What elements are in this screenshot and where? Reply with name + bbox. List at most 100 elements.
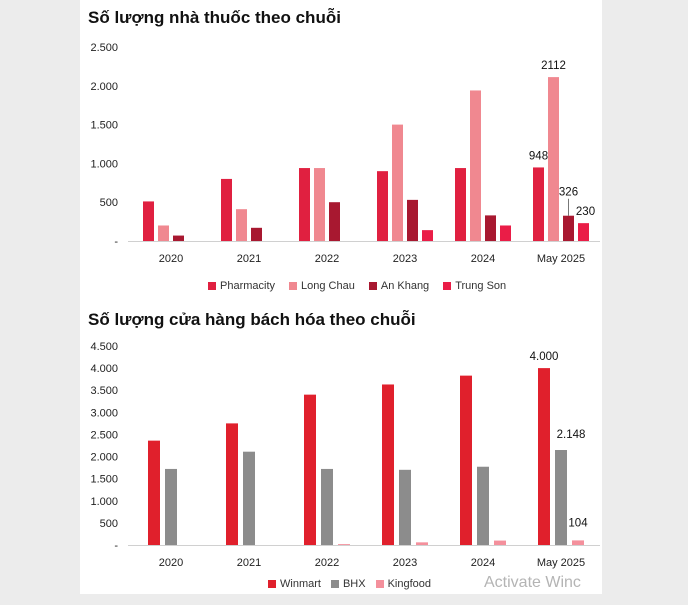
- grocery-bar-winmart-2023: [382, 384, 394, 545]
- pharmacy-data-label-pharmacity: 948: [529, 150, 548, 162]
- pharmacy-legend-label: An Khang: [380, 280, 430, 292]
- grocery-bar-winmart-2020: [148, 440, 160, 545]
- grocery-data-label-kingfood: 104: [568, 517, 588, 529]
- pharmacy-bar-an-khang-2022: [329, 202, 340, 241]
- grocery-bar-winmart-2022: [304, 394, 316, 545]
- pharmacy-bar-long-chau-2021: [236, 209, 247, 241]
- pharmacy-x-category-label: 2022: [315, 253, 339, 265]
- pharmacy-chart: 2.500 2.000 1.500 1.000 500 - 2020 2021 2022 2023…: [90, 42, 600, 265]
- grocery-chart: 4.500 4.000 3.500 3.000 2.500 2.000 1.500 1.000…: [90, 341, 600, 569]
- pharmacy-y-tick-label: 1.500: [90, 120, 118, 132]
- chart-title-grocery: Số lượng cửa hàng bách hóa theo chuỗi: [88, 310, 416, 329]
- grocery-x-category-label: 2023: [393, 557, 417, 569]
- grocery-bar-winmart-2021: [226, 423, 238, 545]
- pharmacy-legend-label: Long Chau: [301, 280, 355, 292]
- grocery-bar-winmart-2024: [460, 375, 472, 545]
- pharmacy-bar-pharmacity-2023: [377, 171, 388, 241]
- grocery-legend: Winmart BHX Kingfood: [268, 578, 431, 590]
- grocery-bar-bhx-2022: [321, 468, 333, 545]
- grocery-x-category-label: 2022: [315, 557, 339, 569]
- pharmacy-bar-an-khang-2024: [485, 215, 496, 241]
- pharmacy-x-category-label: 2023: [393, 253, 417, 265]
- pharmacy-bar-pharmacity-2021: [221, 178, 232, 241]
- pharmacy-legend-swatch: [443, 282, 452, 290]
- grocery-legend-label: Winmart: [280, 578, 321, 590]
- activate-windows-watermark: Activate Winc: [484, 574, 581, 591]
- grocery-y-tick-label: 4.500: [90, 341, 118, 353]
- grocery-data-label-bhx: 2.148: [557, 429, 586, 441]
- grocery-bar-kingfood-2022: [338, 544, 350, 545]
- grocery-y-tick-label: 2.000: [90, 452, 118, 464]
- grocery-bar-bhx-2023: [399, 469, 411, 545]
- pharmacy-bar-trung-son-2024: [500, 225, 511, 241]
- pharmacy-data-label-an-khang: 326: [559, 187, 578, 199]
- grocery-bar-bhx-2024: [477, 466, 489, 545]
- pharmacy-bar-an-khang-2020: [173, 235, 184, 241]
- grocery-y-tick-label: 1.000: [90, 496, 118, 508]
- pharmacy-legend-item-pharmacity: Pharmacity: [208, 280, 275, 292]
- pharmacy-y-tick-label: 1.000: [90, 158, 118, 170]
- pharmacy-bar-long-chau-2020: [158, 225, 169, 241]
- pharmacy-data-label-long-chau: 2112: [541, 60, 566, 72]
- pharmacy-y-tick-label: 2.000: [90, 81, 118, 93]
- chart-title-pharmacies: Số lượng nhà thuốc theo chuỗi: [88, 8, 341, 27]
- pharmacy-legend-item-an-khang: An Khang: [368, 280, 430, 292]
- pharmacy-x-category-label: 2020: [159, 253, 183, 265]
- pharmacy-bar-pharmacity-2024: [455, 168, 466, 241]
- grocery-y-tick-label: 1.500: [90, 474, 118, 486]
- pharmacy-bar-pharmacity-2022: [299, 168, 310, 241]
- grocery-legend-item-winmart: Winmart: [268, 578, 321, 590]
- grocery-legend-swatch: [330, 580, 339, 588]
- grocery-y-tick-label: 4.000: [90, 363, 118, 375]
- pharmacy-bar-an-khang-may-2025: [563, 215, 574, 241]
- grocery-legend-item-kingfood: Kingfood: [375, 578, 432, 590]
- grocery-x-category-label: 2024: [471, 557, 495, 569]
- grocery-bar-kingfood-2023: [416, 542, 428, 545]
- grocery-x-category-label: 2020: [159, 557, 183, 569]
- pharmacy-legend-swatch: [368, 282, 377, 290]
- pharmacy-x-category-label: 2024: [471, 253, 495, 265]
- pharmacy-y-tick-label: 500: [100, 197, 118, 209]
- grocery-bar-kingfood-may-2025: [572, 540, 584, 545]
- pharmacy-y-tick-label: 2.500: [90, 42, 118, 54]
- pharmacy-bar-pharmacity-2020: [143, 201, 154, 241]
- pharmacy-bar-long-chau-2024: [470, 90, 481, 242]
- grocery-legend-swatch: [268, 580, 276, 588]
- pharmacy-bar-trung-son-may-2025: [578, 223, 589, 241]
- grocery-x-category-label: 2021: [237, 557, 261, 569]
- grocery-legend-label: BHX: [342, 578, 366, 590]
- grocery-y-tick-label: 2.500: [90, 429, 118, 441]
- grocery-x-category-label: May 2025: [537, 557, 585, 569]
- grocery-data-label-winmart: 4.000: [530, 351, 559, 363]
- report-panel: Số lượng nhà thuốc theo chuỗi 2.500 2.000…: [80, 0, 602, 594]
- pharmacy-y-tick-label: -: [114, 236, 118, 248]
- pharmacy-x-category-label: 2021: [237, 253, 261, 265]
- grocery-bar-kingfood-2024: [494, 540, 506, 545]
- pharmacy-legend-swatch: [208, 282, 216, 290]
- pharmacy-legend-label: Pharmacity: [220, 280, 276, 292]
- grocery-y-tick-label: 3.500: [90, 385, 118, 397]
- pharmacy-bar-an-khang-2023: [407, 199, 418, 241]
- pharmacy-bar-long-chau-2022: [314, 168, 325, 241]
- pharmacy-bar-trung-son-2023: [422, 230, 433, 241]
- grocery-y-tick-label: 500: [100, 518, 118, 530]
- grocery-bar-bhx-2021: [243, 451, 255, 545]
- pharmacy-legend-item-long-chau: Long Chau: [289, 280, 355, 292]
- grocery-legend-item-bhx: BHX: [330, 578, 366, 590]
- grocery-y-tick-label: 3.000: [90, 407, 118, 419]
- pharmacy-bar-long-chau-may-2025: [548, 77, 559, 242]
- pharmacy-bar-long-chau-2023: [392, 124, 403, 241]
- pharmacy-bar-pharmacity-may-2025: [533, 167, 544, 241]
- grocery-bar-bhx-may-2025: [555, 450, 567, 545]
- grocery-legend-swatch: [375, 580, 384, 588]
- pharmacy-legend-item-trung-son: Trung Son: [443, 280, 506, 292]
- pharmacy-data-label-trung-son: 230: [576, 206, 595, 218]
- grocery-legend-label: Kingfood: [387, 578, 432, 590]
- grocery-y-tick-label: -: [114, 540, 118, 552]
- grocery-bar-bhx-2020: [165, 468, 177, 545]
- pharmacy-legend-label: Trung Son: [455, 280, 507, 292]
- pharmacy-legend-swatch: [289, 282, 298, 290]
- pharmacy-legend: Pharmacity Long Chau An Khang Trung Son: [208, 280, 506, 292]
- pharmacy-bar-an-khang-2021: [251, 227, 262, 241]
- grocery-bar-winmart-may-2025: [538, 368, 550, 545]
